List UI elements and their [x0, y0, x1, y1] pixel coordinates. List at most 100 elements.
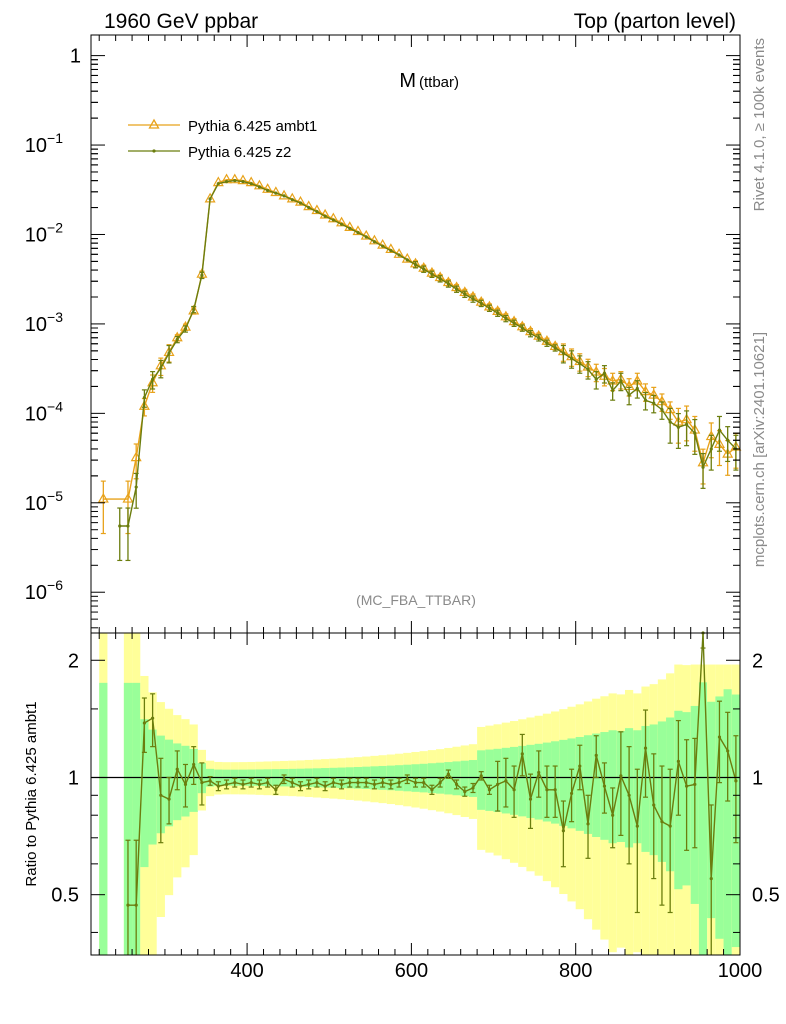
ratio-data-point	[282, 777, 286, 781]
main-panel: 10−6 10−5 10−4 10−3 10−2 10−1 1 M (ttbar) (MC_…	[25, 34, 742, 634]
ratio-y-tick-label-right: 2	[752, 650, 763, 672]
data-point	[311, 204, 323, 215]
ratio-data-point	[151, 716, 155, 720]
ratio-band-inner	[518, 745, 527, 817]
data-point	[487, 306, 492, 310]
data-point	[668, 420, 672, 424]
ratio-data-point	[208, 779, 212, 783]
ratio-band-inner	[99, 682, 108, 955]
data-point	[323, 214, 327, 218]
ratio-data-point	[356, 781, 360, 785]
header-right: Top (parton level)	[574, 10, 736, 33]
ratio-y-tick-label: 0.5	[51, 885, 79, 907]
ratio-data-point	[298, 784, 303, 788]
ratio-y-tick-label: 1	[68, 767, 79, 789]
data-point	[274, 191, 278, 195]
data-point	[257, 185, 262, 189]
ratio-band-inner	[723, 689, 732, 955]
y-tick-label: 10−6	[25, 577, 63, 604]
ratio-band-inner	[485, 749, 494, 811]
y-tick-label: 10−1	[25, 130, 63, 157]
data-point	[537, 336, 541, 340]
data-point	[97, 492, 109, 503]
ratio-data-point	[545, 788, 549, 792]
ratio-data-point	[159, 793, 163, 797]
ratio-band-inner	[460, 760, 469, 797]
x-tick-label: 1000	[718, 960, 763, 982]
data-point	[298, 201, 303, 205]
ratio-data-point	[315, 781, 319, 785]
ratio-data-point	[553, 788, 557, 792]
data-point	[479, 301, 483, 305]
data-point	[643, 398, 648, 402]
data-point	[685, 422, 689, 427]
data-point	[528, 331, 533, 336]
data-point	[175, 337, 179, 342]
data-point	[676, 425, 680, 429]
ratio-data-point	[364, 781, 368, 785]
data-point	[216, 182, 220, 186]
side-label-bottom: mcplots.cern.ch [arXiv:2401.10621]	[751, 332, 768, 567]
data-point	[512, 321, 516, 325]
data-point	[586, 367, 590, 372]
ratio-data-point	[471, 786, 475, 790]
data-point	[578, 361, 582, 366]
ratio-band-inner	[132, 682, 141, 955]
series-line	[103, 179, 737, 500]
data-point	[471, 297, 475, 301]
data-point	[454, 287, 459, 291]
ratio-data-point	[413, 781, 418, 785]
data-point	[183, 327, 188, 331]
ratio-data-point	[134, 903, 138, 907]
data-point	[237, 174, 249, 185]
ratio-data-point	[586, 822, 590, 826]
ratio-data-point	[578, 764, 582, 768]
ratio-band-inner	[148, 729, 157, 845]
data-point	[167, 351, 171, 355]
ratio-data-point	[241, 782, 245, 786]
data-point	[233, 179, 237, 183]
ratio-band-inner	[123, 682, 133, 955]
data-point	[693, 431, 697, 435]
data-point	[446, 282, 450, 286]
ratio-data-point	[660, 820, 664, 824]
data-point	[315, 210, 319, 214]
ratio-band-inner	[468, 760, 478, 797]
data-point	[422, 267, 426, 271]
data-point	[463, 292, 467, 296]
side-label-top: Rivet 4.1.0, ≥ 100k events	[751, 38, 768, 211]
ratio-data-point	[339, 782, 344, 786]
data-point	[294, 195, 307, 206]
ratio-data-point	[627, 793, 631, 797]
ratio-data-point	[496, 782, 500, 786]
ratio-y-tick-label-right: 1	[752, 767, 763, 789]
data-point	[520, 326, 524, 330]
data-point	[327, 212, 339, 223]
legend-label-z2: Pythia 6.425 z2	[188, 144, 291, 161]
data-point	[413, 263, 418, 267]
ratio-data-point	[175, 767, 179, 771]
ratio-data-point	[734, 779, 738, 783]
ratio-y-tick-label: 2	[68, 650, 79, 672]
data-point	[241, 180, 245, 184]
ratio-data-point	[537, 770, 541, 775]
series-line	[119, 179, 737, 527]
ratio-data-point	[454, 782, 459, 786]
ratio-data-point	[307, 782, 311, 786]
data-point	[594, 377, 598, 381]
y-tick-label: 10−3	[25, 309, 63, 336]
data-point	[266, 188, 270, 193]
data-point	[602, 371, 607, 375]
ratio-band-inner	[698, 682, 708, 955]
data-point	[126, 524, 130, 528]
data-point	[553, 346, 557, 350]
ratio-data-point	[668, 824, 672, 828]
ratio-data-point	[619, 774, 623, 778]
ratio-data-point	[676, 759, 680, 763]
data-point	[212, 176, 224, 187]
ratio-data-point	[726, 749, 730, 753]
ratio-data-point	[224, 782, 229, 786]
data-point	[249, 182, 253, 186]
y-tick-label: 10−4	[25, 398, 63, 425]
